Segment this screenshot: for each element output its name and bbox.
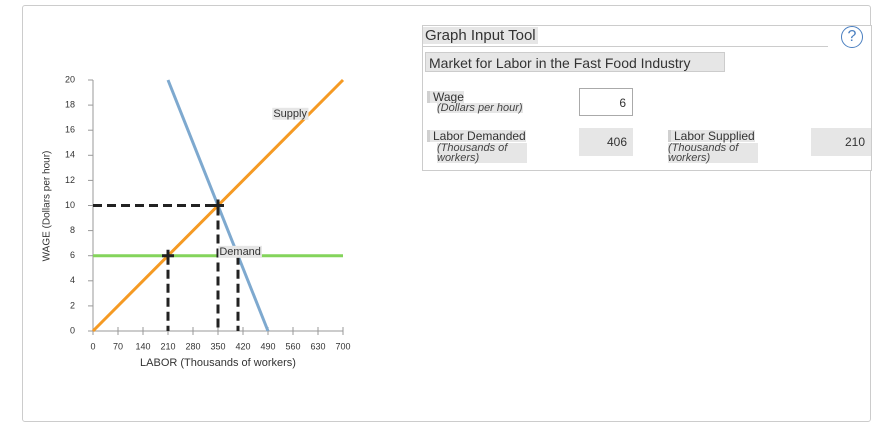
y-tick-label: 20	[65, 74, 75, 84]
x-tick-label: 420	[235, 341, 250, 351]
tool-title: Graph Input Tool	[423, 27, 538, 44]
x-axis-title: LABOR (Thousands of workers)	[140, 357, 296, 369]
series-label: Supply	[273, 108, 307, 120]
x-tick-label: 0	[90, 341, 95, 351]
x-tick-label: 70	[113, 341, 123, 351]
field-value: 406	[579, 128, 633, 156]
y-tick-label: 4	[70, 275, 75, 285]
field-unit: (Dollars per hour)	[437, 102, 523, 114]
y-tick-label: 10	[65, 200, 75, 210]
y-tick-label: 6	[70, 250, 75, 260]
y-tick-label: 8	[70, 225, 75, 235]
field-label: Labor Supplied	[668, 130, 755, 142]
y-tick-label: 14	[65, 150, 75, 160]
help-button[interactable]: ?	[841, 26, 863, 48]
series-label: Demand	[219, 246, 261, 258]
rule	[423, 46, 828, 47]
label-bg	[218, 245, 262, 258]
field-label: Labor Demanded	[427, 130, 526, 142]
y-tick-label: 12	[65, 175, 75, 185]
tool-subtitle: Market for Labor in the Fast Food Indust…	[425, 52, 725, 72]
x-tick-label: 140	[135, 341, 150, 351]
field-unit: (Thousands of workers)	[437, 143, 527, 164]
x-tick-label: 350	[210, 341, 225, 351]
x-tick-label: 700	[335, 341, 350, 351]
input-tool: Graph Input Tool ? Market for Labor in t…	[422, 25, 872, 171]
field-value: 210	[811, 128, 871, 156]
x-tick-label: 560	[285, 341, 300, 351]
x-tick-label: 490	[260, 341, 275, 351]
y-tick-label: 16	[65, 125, 75, 135]
wage-input[interactable]: 6	[579, 88, 633, 116]
x-tick-label: 630	[310, 341, 325, 351]
field-label: Wage	[427, 91, 464, 103]
frame	[22, 5, 871, 422]
y-tick-label: 18	[65, 99, 75, 109]
x-tick-label: 210	[160, 341, 175, 351]
x-tick-label: 280	[185, 341, 200, 351]
y-axis-title: WAGE (Dollars per hour)	[42, 151, 53, 262]
point-marker	[212, 199, 224, 212]
field-unit: (Thousands of workers)	[668, 143, 758, 164]
label-bg	[272, 107, 309, 120]
y-tick-label: 0	[70, 325, 75, 335]
y-tick-label: 2	[70, 300, 75, 310]
point-marker	[162, 249, 174, 262]
